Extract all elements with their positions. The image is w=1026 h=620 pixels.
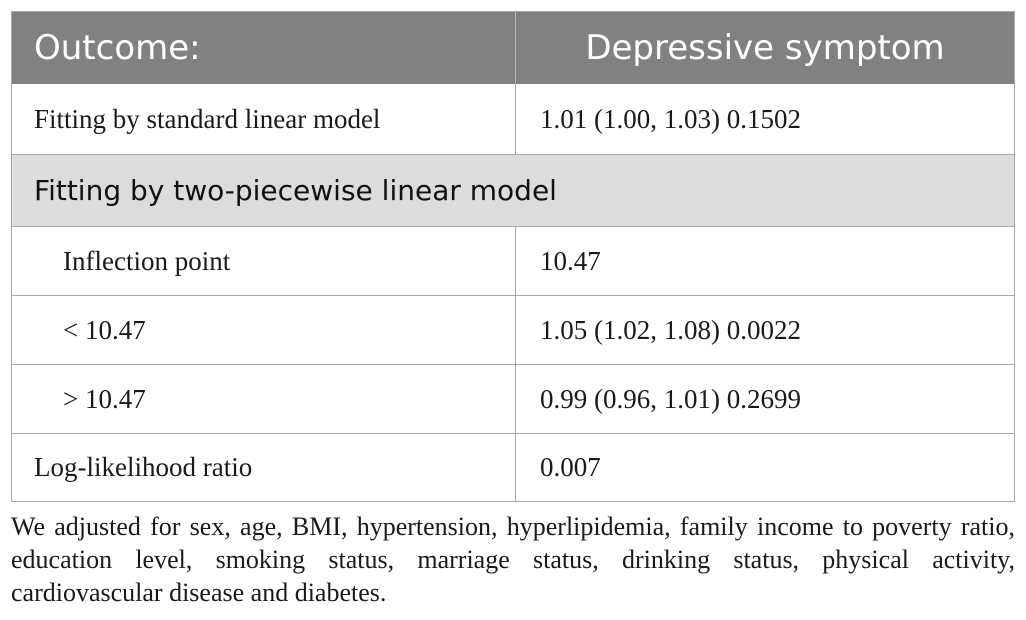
table-row: Log-likelihood ratio 0.007 <box>12 433 1014 501</box>
table-row: < 10.47 1.05 (1.02, 1.08) 0.0022 <box>12 295 1014 364</box>
row-label: Log-likelihood ratio <box>34 452 253 482</box>
row-value: 1.01 (1.00, 1.03) 0.1502 <box>515 84 1014 154</box>
row-label: < 10.47 <box>63 314 146 345</box>
row-value: 1.05 (1.02, 1.08) 0.0022 <box>515 296 1014 364</box>
row-label: > 10.47 <box>63 383 146 414</box>
section-title: Fitting by two-piecewise linear model <box>34 174 557 207</box>
table-header-row: Outcome: Depressive symptom <box>12 12 1014 84</box>
row-value: 0.007 <box>515 434 1014 501</box>
table-row: Inflection point 10.47 <box>12 226 1014 295</box>
table-row: Fitting by standard linear model 1.01 (1… <box>12 84 1014 154</box>
table-row: > 10.47 0.99 (0.96, 1.01) 0.2699 <box>12 364 1014 433</box>
header-outcome: Outcome: <box>34 28 201 68</box>
header-depressive-symptom: Depressive symptom <box>515 12 1014 84</box>
results-table: Outcome: Depressive symptom Fitting by s… <box>11 11 1015 502</box>
row-label: Inflection point <box>63 245 231 276</box>
table-footnote: We adjusted for sex, age, BMI, hypertens… <box>11 512 1015 607</box>
row-value: 0.99 (0.96, 1.01) 0.2699 <box>515 365 1014 433</box>
section-row: Fitting by two-piecewise linear model <box>12 154 1014 226</box>
row-label: Fitting by standard linear model <box>34 103 381 134</box>
row-value: 10.47 <box>515 227 1014 295</box>
